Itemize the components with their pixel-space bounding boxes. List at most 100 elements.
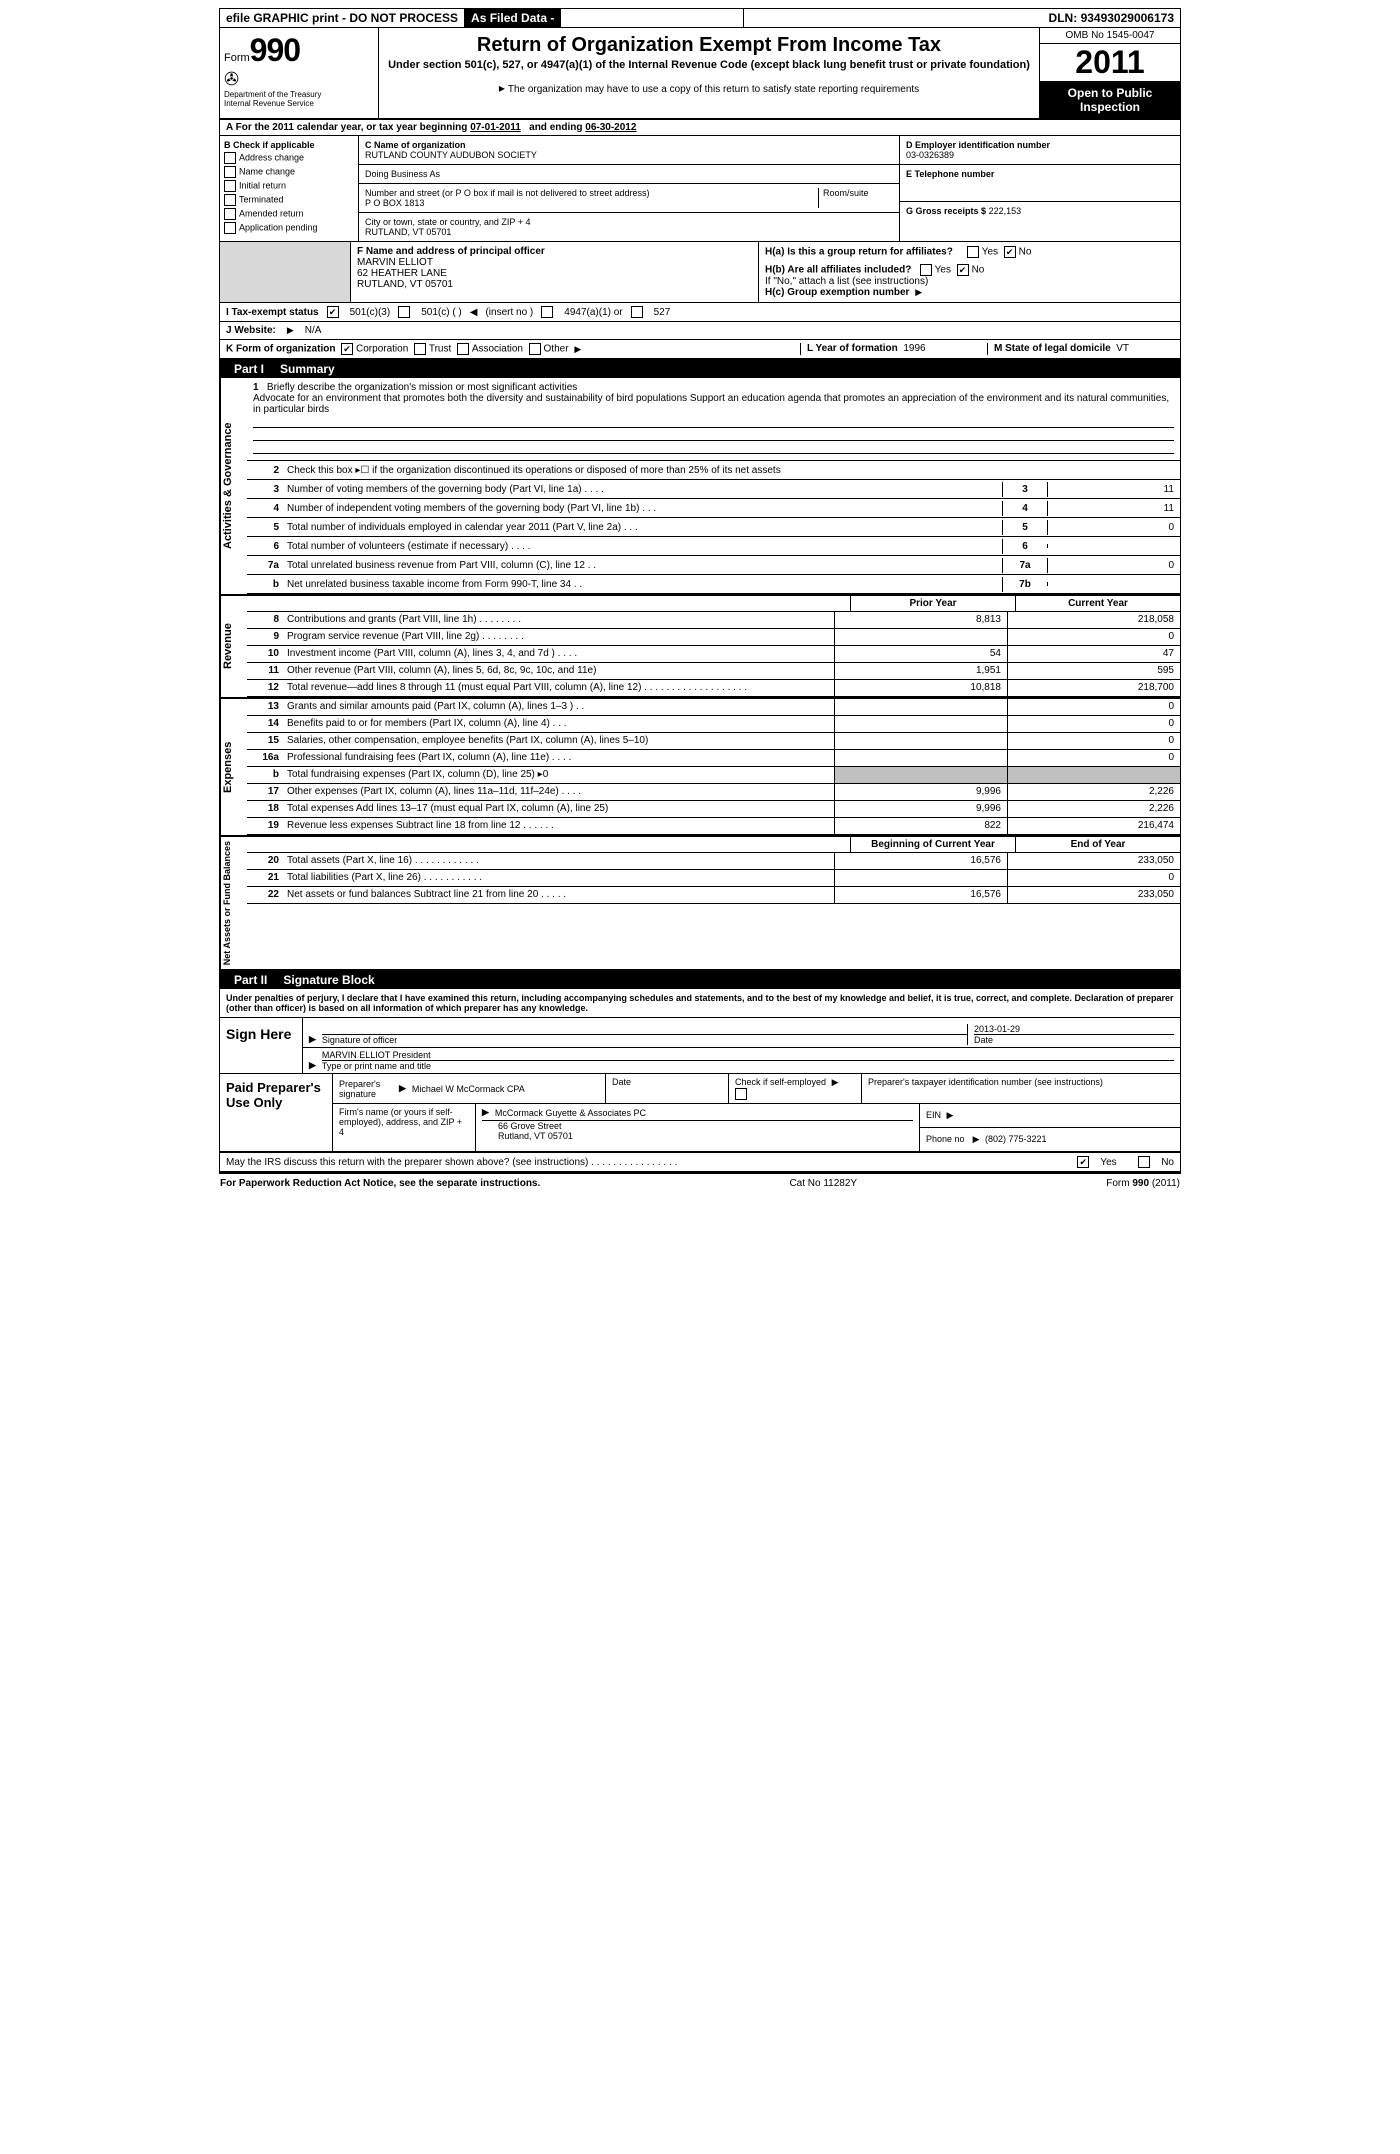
street-label: Number and street (or P O box if mail is… — [365, 188, 818, 198]
checkbox-icon[interactable] — [224, 166, 236, 178]
form-990-page: efile GRAPHIC print - DO NOT PROCESS As … — [219, 8, 1181, 1174]
prep-phone: (802) 775-3221 — [985, 1134, 1047, 1144]
prior-year-header: Prior Year — [850, 596, 1015, 611]
revenue-lines: 8Contributions and grants (Part VIII, li… — [247, 612, 1180, 697]
form-number: 990 — [250, 32, 300, 68]
hb-row: H(b) Are all affiliates included? Yes No — [765, 264, 1174, 276]
py-cy-header: Prior Year Current Year — [247, 596, 1180, 612]
fin-line: 17Other expenses (Part IX, column (A), l… — [247, 784, 1180, 801]
fin-line: 8Contributions and grants (Part VIII, li… — [247, 612, 1180, 629]
officer-name: MARVIN ELLIOT — [357, 257, 752, 268]
activities-governance-block: Activities & Governance 1 Briefly descri… — [220, 378, 1180, 596]
state-domicile: M State of legal domicile VT — [987, 343, 1174, 355]
header: Form990 ✇ Department of the Treasury Int… — [220, 28, 1180, 120]
summary-line: 4Number of independent voting members of… — [247, 499, 1180, 518]
underline — [253, 443, 1174, 454]
revenue-block: Revenue Prior Year Current Year 8Contrib… — [220, 596, 1180, 699]
checkbox-icon[interactable] — [414, 343, 426, 355]
checkbox-icon[interactable] — [224, 194, 236, 206]
preparer-name: Michael W McCormack CPA — [412, 1084, 525, 1094]
top-banner: efile GRAPHIC print - DO NOT PROCESS As … — [220, 9, 1180, 28]
check-pending: Application pending — [224, 222, 354, 234]
grey-spacer — [220, 242, 351, 302]
fin-line: 15Salaries, other compensation, employee… — [247, 733, 1180, 750]
checkbox-icon[interactable] — [920, 264, 932, 276]
footer-left: For Paperwork Reduction Act Notice, see … — [220, 1178, 540, 1189]
prep-date-label: Date — [606, 1074, 729, 1103]
officer-signature-row: ▶ Signature of officer 2013-01-29 Date — [303, 1018, 1180, 1048]
checkbox-icon[interactable] — [224, 152, 236, 164]
boy-eoy-header: Beginning of Current Year End of Year — [247, 837, 1180, 853]
checkbox-icon[interactable] — [541, 306, 553, 318]
street-row: Number and street (or P O box if mail is… — [359, 184, 899, 213]
tax-year-begin: 07-01-2011 — [470, 122, 521, 133]
side-label-revenue: Revenue — [220, 596, 247, 697]
checkbox-icon[interactable] — [735, 1088, 747, 1100]
footer-mid: Cat No 11282Y — [789, 1178, 857, 1189]
mission-block: 1 Briefly describe the organization's mi… — [247, 378, 1180, 461]
fin-line: 20Total assets (Part X, line 16) . . . .… — [247, 853, 1180, 870]
boy-header: Beginning of Current Year — [850, 837, 1015, 852]
org-name-row: C Name of organization RUTLAND COUNTY AU… — [359, 136, 899, 165]
website-value: N/A — [305, 325, 322, 336]
checkbox-icon[interactable] — [341, 343, 353, 355]
date-label: Date — [974, 1034, 1174, 1045]
checkbox-icon[interactable] — [1138, 1156, 1150, 1168]
sign-here-right: ▶ Signature of officer 2013-01-29 Date ▶… — [303, 1018, 1180, 1073]
mission-text: Advocate for an environment that promote… — [253, 393, 1169, 415]
perjury-statement: Under penalties of perjury, I declare th… — [220, 989, 1180, 1018]
sign-here-label: Sign Here — [220, 1018, 303, 1073]
section-a: A For the 2011 calendar year, or tax yea… — [220, 120, 1180, 136]
checkbox-icon[interactable] — [457, 343, 469, 355]
expenses-block: Expenses 13Grants and similar amounts pa… — [220, 699, 1180, 837]
prep-phone-label: Phone no — [926, 1134, 965, 1144]
arrow-icon: ▶ — [482, 1107, 489, 1118]
dln: DLN: 93493029006173 — [744, 9, 1180, 27]
checkbox-icon[interactable] — [224, 180, 236, 192]
checkbox-icon[interactable] — [631, 306, 643, 318]
current-year-header: Current Year — [1015, 596, 1180, 611]
checkbox-icon[interactable] — [1004, 246, 1016, 258]
summary-line: 3Number of voting members of the governi… — [247, 480, 1180, 499]
checkbox-icon[interactable] — [224, 208, 236, 220]
firm-addr2: Rutland, VT 05701 — [482, 1131, 913, 1141]
checkbox-icon[interactable] — [398, 306, 410, 318]
gross-value: 222,153 — [989, 206, 1022, 216]
underline — [253, 430, 1174, 441]
ein-row: D Employer identification number 03-0326… — [900, 136, 1180, 165]
fin-line: bTotal fundraising expenses (Part IX, co… — [247, 767, 1180, 784]
checkbox-icon[interactable] — [967, 246, 979, 258]
firm-addr1: 66 Grove Street — [482, 1120, 913, 1131]
form-subtitle: Under section 501(c), 527, or 4947(a)(1)… — [387, 59, 1031, 71]
fin-line: 22Net assets or fund balances Subtract l… — [247, 887, 1180, 904]
section-h: H(a) Is this a group return for affiliat… — [759, 242, 1180, 302]
dba-row: Doing Business As — [359, 165, 899, 184]
line-2: 2Check this box ▸☐ if the organization d… — [247, 461, 1180, 480]
fin-line: 10Investment income (Part VIII, column (… — [247, 646, 1180, 663]
side-label-ag: Activities & Governance — [220, 378, 247, 594]
info-grid: B Check if applicable Address change Nam… — [220, 136, 1180, 242]
checkbox-icon[interactable] — [327, 306, 339, 318]
part-ii-title: Signature Block — [275, 973, 382, 987]
check-address-change: Address change — [224, 152, 354, 164]
street-value: P O BOX 1813 — [365, 198, 818, 208]
check-name-change: Name change — [224, 166, 354, 178]
eoy-header: End of Year — [1015, 837, 1180, 852]
officer-name-row: ▶ MARVIN ELLIOT President Type or print … — [303, 1048, 1180, 1073]
paid-preparer-block: Paid Preparer's Use Only Preparer's sign… — [220, 1074, 1180, 1153]
checkbox-icon[interactable] — [957, 264, 969, 276]
paid-preparer-label: Paid Preparer's Use Only — [220, 1074, 333, 1151]
signature-date: 2013-01-29 — [974, 1024, 1174, 1034]
checkbox-icon[interactable] — [1077, 1156, 1089, 1168]
checkbox-icon[interactable] — [224, 222, 236, 234]
section-b-checkboxes: B Check if applicable Address change Nam… — [220, 136, 359, 241]
preparer-sig-label: Preparer's signature — [339, 1079, 399, 1099]
officer-printed-name: MARVIN ELLIOT President — [322, 1050, 1174, 1060]
checkbox-icon[interactable] — [529, 343, 541, 355]
city-row: City or town, state or country, and ZIP … — [359, 213, 899, 241]
fin-line: 11Other revenue (Part VIII, column (A), … — [247, 663, 1180, 680]
org-name-label: C Name of organization — [365, 140, 893, 150]
arrow-icon: ▶ — [309, 1060, 316, 1071]
preparer-table: Preparer's signature ▶ Michael W McCorma… — [333, 1074, 1180, 1151]
city-value: RUTLAND, VT 05701 — [365, 227, 893, 237]
